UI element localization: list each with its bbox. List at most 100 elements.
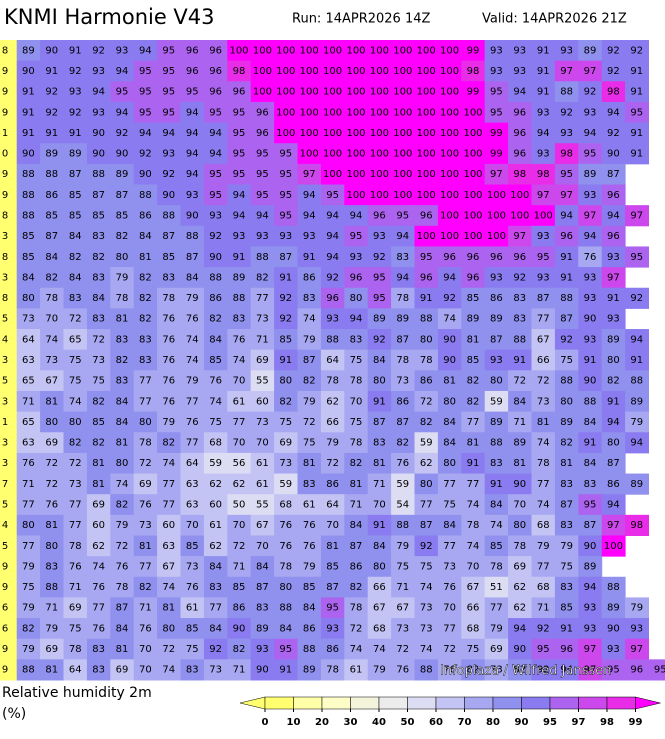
humidity-value: 84 bbox=[256, 561, 269, 572]
humidity-value: 85 bbox=[209, 355, 222, 366]
humidity-value: 3 bbox=[2, 396, 8, 407]
humidity-value: 87 bbox=[420, 520, 433, 531]
humidity-value: 83 bbox=[92, 665, 105, 676]
humidity-value: 9 bbox=[2, 87, 8, 98]
humidity-value: 93 bbox=[584, 190, 597, 201]
humidity-value: 80 bbox=[45, 541, 58, 552]
humidity-value: 77 bbox=[467, 417, 480, 428]
humidity-value: 90 bbox=[186, 210, 199, 221]
humidity-value: 94 bbox=[607, 107, 620, 118]
humidity-value: 91 bbox=[584, 438, 597, 449]
humidity-value: 88 bbox=[560, 87, 573, 98]
humidity-value: 89 bbox=[303, 665, 316, 676]
humidity-value: 93 bbox=[303, 231, 316, 242]
humidity-value: 67 bbox=[162, 561, 175, 572]
humidity-value: 88 bbox=[45, 169, 58, 180]
humidity-value: 87 bbox=[92, 190, 105, 201]
humidity-value: 72 bbox=[162, 644, 175, 655]
humidity-value: 73 bbox=[256, 314, 269, 325]
humidity-value: 78 bbox=[490, 561, 503, 572]
humidity-value: 85 bbox=[92, 210, 105, 221]
humidity-value: 62 bbox=[233, 479, 246, 490]
humidity-value: 90 bbox=[584, 376, 597, 387]
humidity-value: 90 bbox=[92, 128, 105, 139]
humidity-value: 69 bbox=[256, 355, 269, 366]
humidity-value: 98 bbox=[467, 66, 480, 77]
humidity-value: 97 bbox=[630, 644, 643, 655]
humidity-value: 94 bbox=[256, 210, 269, 221]
humidity-value: 73 bbox=[396, 623, 409, 634]
humidity-value: 91 bbox=[537, 45, 550, 56]
humidity-value: 70 bbox=[443, 603, 456, 614]
humidity-value: 87 bbox=[560, 500, 573, 511]
humidity-value: 55 bbox=[256, 376, 269, 387]
humidity-value: 7 bbox=[2, 479, 8, 490]
humidity-value: 76 bbox=[162, 396, 175, 407]
humidity-value: 59 bbox=[420, 438, 433, 449]
humidity-value: 83 bbox=[396, 252, 409, 263]
humidity-value: 91 bbox=[69, 45, 82, 56]
humidity-value: 70 bbox=[233, 376, 246, 387]
humidity-value: 76 bbox=[162, 334, 175, 345]
humidity-value: 97 bbox=[607, 520, 620, 531]
humidity-value: 81 bbox=[162, 603, 175, 614]
humidity-value: 1 bbox=[2, 128, 8, 139]
humidity-value: 74 bbox=[490, 520, 503, 531]
humidity-value: 94 bbox=[162, 128, 175, 139]
humidity-value: 88 bbox=[162, 210, 175, 221]
humidity-value: 95 bbox=[326, 603, 339, 614]
humidity-value: 69 bbox=[139, 479, 152, 490]
humidity-value: 83 bbox=[303, 293, 316, 304]
humidity-value: 95 bbox=[350, 231, 363, 242]
humidity-value: 87 bbox=[584, 520, 597, 531]
humidity-value: 80 bbox=[420, 479, 433, 490]
humidity-value: 91 bbox=[490, 479, 503, 490]
humidity-value: 72 bbox=[116, 541, 129, 552]
humidity-value: 88 bbox=[233, 293, 246, 304]
humidity-value: 6 bbox=[2, 623, 8, 634]
humidity-value: 72 bbox=[233, 541, 246, 552]
humidity-value: 75 bbox=[186, 644, 199, 655]
humidity-value: 93 bbox=[92, 107, 105, 118]
humidity-value: 83 bbox=[92, 272, 105, 283]
humidity-value: 71 bbox=[373, 479, 386, 490]
humidity-value: 76 bbox=[303, 520, 316, 531]
humidity-value: 63 bbox=[22, 438, 35, 449]
humidity-value: 89 bbox=[584, 45, 597, 56]
humidity-value: 67 bbox=[467, 582, 480, 593]
humidity-value: 91 bbox=[560, 252, 573, 263]
humidity-value: 73 bbox=[420, 603, 433, 614]
humidity-value: 84 bbox=[116, 396, 129, 407]
humidity-value: 94 bbox=[186, 149, 199, 160]
humidity-value: 95 bbox=[373, 272, 386, 283]
humidity-value: 76 bbox=[186, 314, 199, 325]
humidity-value: 87 bbox=[350, 541, 363, 552]
humidity-value: 83 bbox=[69, 293, 82, 304]
humidity-value: 66 bbox=[373, 582, 386, 593]
humidity-value: 73 bbox=[186, 561, 199, 572]
humidity-value: 91 bbox=[22, 87, 35, 98]
humidity-value: 68 bbox=[537, 582, 550, 593]
humidity-value: 78 bbox=[396, 293, 409, 304]
humidity-value: 62 bbox=[209, 479, 222, 490]
humidity-value: 61 bbox=[186, 603, 199, 614]
humidity-value: 87 bbox=[560, 314, 573, 325]
humidity-value: 88 bbox=[303, 644, 316, 655]
humidity-value: 91 bbox=[560, 623, 573, 634]
humidity-value: 84 bbox=[92, 293, 105, 304]
humidity-value: 100 bbox=[370, 190, 389, 201]
humidity-value: 100 bbox=[276, 107, 295, 118]
humidity-value: 82 bbox=[116, 355, 129, 366]
humidity-value: 76 bbox=[279, 520, 292, 531]
humidity-value: 8 bbox=[2, 45, 8, 56]
colorbar-tick-label: 97 bbox=[572, 717, 586, 728]
humidity-value: 100 bbox=[534, 210, 553, 221]
humidity-value: 93 bbox=[584, 107, 597, 118]
humidity-value: 63 bbox=[186, 500, 199, 511]
humidity-value: 78 bbox=[326, 665, 339, 676]
humidity-value: 100 bbox=[323, 45, 342, 56]
colorbar-segment bbox=[607, 697, 636, 709]
humidity-value: 94 bbox=[233, 190, 246, 201]
humidity-value: 97 bbox=[560, 66, 573, 77]
legend-title: Relative humidity 2m bbox=[2, 685, 152, 701]
